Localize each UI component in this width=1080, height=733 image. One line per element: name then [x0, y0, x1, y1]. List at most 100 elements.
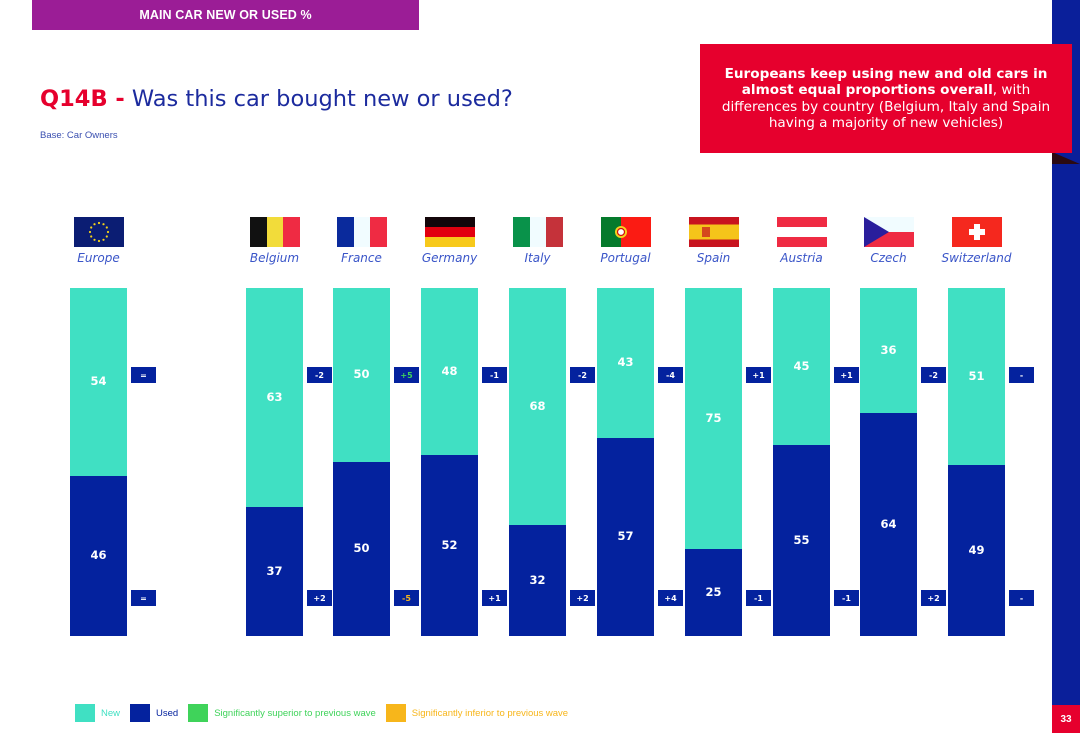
switzerland-flag-icon — [951, 217, 1002, 247]
change-badge-used: +2 — [570, 590, 595, 606]
bar-new — [597, 288, 654, 438]
bar-used — [685, 549, 742, 636]
change-badge-used: -1 — [746, 590, 771, 606]
bar-stack — [509, 288, 566, 636]
bar-new — [685, 288, 742, 549]
data-label-new: 75 — [705, 410, 722, 425]
tick-label: Belgium — [249, 251, 300, 265]
base-note: Base: Car Owners — [40, 130, 118, 141]
data-label-new: 43 — [617, 355, 634, 369]
portugal-flag-icon — [600, 217, 651, 247]
bar-new — [70, 288, 127, 476]
change-badge-new: = — [131, 367, 156, 383]
bar-new — [509, 288, 566, 525]
bar-stack — [246, 288, 303, 636]
legend-label: New — [101, 707, 121, 719]
tick-label: Portugal — [600, 251, 651, 265]
data-label-new: 36 — [880, 342, 897, 357]
legend-swatch — [188, 704, 209, 722]
bar-new — [246, 288, 303, 507]
data-label-new: 68 — [529, 398, 546, 413]
page-title: Q14B - Was this car bought new or used? — [40, 86, 513, 112]
bar-new — [773, 288, 830, 445]
tick-label: Czech — [870, 251, 907, 265]
change-badge-used: +1 — [482, 590, 507, 606]
change-badge-new: - — [1009, 367, 1034, 383]
legend-swatch — [75, 704, 95, 722]
bar-new — [421, 288, 478, 455]
data-label-used: 64 — [880, 516, 897, 531]
key-insight-callout: Europeans keep using new and old cars in… — [700, 44, 1072, 153]
data-label-used: 49 — [968, 542, 985, 557]
eu-flag-icon — [73, 217, 124, 247]
data-label-used: 57 — [617, 529, 634, 543]
change-badge-new: +5 — [394, 367, 419, 383]
tick-label: Switzerland — [941, 251, 1012, 265]
data-label-used: 55 — [793, 532, 810, 547]
tick-label: Italy — [524, 251, 551, 265]
data-label-used: 37 — [266, 563, 283, 578]
data-label-new: 48 — [441, 363, 458, 378]
spain-flag-icon — [688, 217, 739, 247]
bar-used — [860, 413, 917, 636]
change-badge-new: -2 — [921, 367, 946, 383]
callout-bold-text: Europeans keep using new and old cars in… — [724, 65, 1048, 99]
france-flag-icon — [336, 217, 387, 247]
change-badge-new: -1 — [482, 367, 507, 383]
data-label-used: 46 — [90, 548, 107, 562]
bar-new — [948, 288, 1005, 465]
bar-used — [948, 465, 1005, 636]
bar-new — [860, 288, 917, 413]
change-badge-used: = — [131, 590, 156, 606]
data-label-used: 52 — [441, 537, 458, 552]
change-badge-new: -2 — [307, 367, 332, 383]
question-code: Q14B - — [40, 86, 125, 112]
legend-label: Significantly superior to previous wave — [214, 707, 376, 719]
data-label-used: 25 — [705, 584, 722, 599]
bar-stack — [421, 288, 478, 636]
section-label: MAIN CAR NEW OR USED % — [139, 8, 312, 22]
change-badge-new: +1 — [834, 367, 859, 383]
page-number: 33 — [1052, 705, 1080, 733]
legend-item-used: Used — [130, 704, 178, 722]
bar-used — [597, 438, 654, 636]
bar-stack — [860, 288, 917, 636]
bar-stack — [70, 288, 127, 636]
bar-used — [509, 525, 566, 636]
legend-item-inferior: Significantly inferior to previous wave — [385, 704, 569, 722]
belgium-flag-icon — [249, 217, 300, 247]
legend-swatch — [130, 704, 151, 722]
bar-used — [246, 507, 303, 636]
legend-label: Used — [156, 707, 179, 719]
tick-label: France — [341, 251, 382, 265]
data-label-new: 54 — [90, 374, 107, 388]
tick-label: Spain — [696, 251, 731, 265]
change-badge-new: -2 — [570, 367, 595, 383]
section-banner: MAIN CAR NEW OR USED % — [32, 0, 419, 30]
data-label-new: 51 — [968, 368, 985, 383]
data-label-new: 50 — [353, 367, 370, 381]
question-text: Was this car bought new or used? — [131, 86, 513, 112]
data-label-new: 63 — [266, 389, 283, 404]
germany-flag-icon — [424, 217, 475, 247]
bar-stack — [333, 288, 390, 636]
data-label-used: 50 — [353, 541, 370, 555]
change-badge-used: - — [1009, 590, 1034, 606]
legend-swatch — [385, 704, 406, 722]
bar-used — [421, 455, 478, 636]
change-badge-used: +2 — [921, 590, 946, 606]
tick-label: Germany — [421, 251, 478, 265]
callout-regular-text: , with differences by country (Belgium, … — [721, 82, 1051, 131]
legend-item-superior: Significantly superior to previous wave — [188, 704, 376, 722]
change-badge-used: +2 — [307, 590, 332, 606]
legend: New Used Significantly superior to previou… — [75, 704, 578, 722]
bar-stack — [597, 288, 654, 636]
bar-used — [333, 462, 390, 636]
bar-used — [70, 476, 127, 636]
legend-label: Significantly inferior to previous wave — [411, 707, 569, 719]
change-badge-new: +1 — [746, 367, 771, 383]
czech-flag-icon — [863, 217, 914, 247]
change-badge-used: +4 — [658, 590, 683, 606]
change-badge-used: -1 — [834, 590, 859, 606]
data-label-used: 32 — [529, 572, 546, 587]
